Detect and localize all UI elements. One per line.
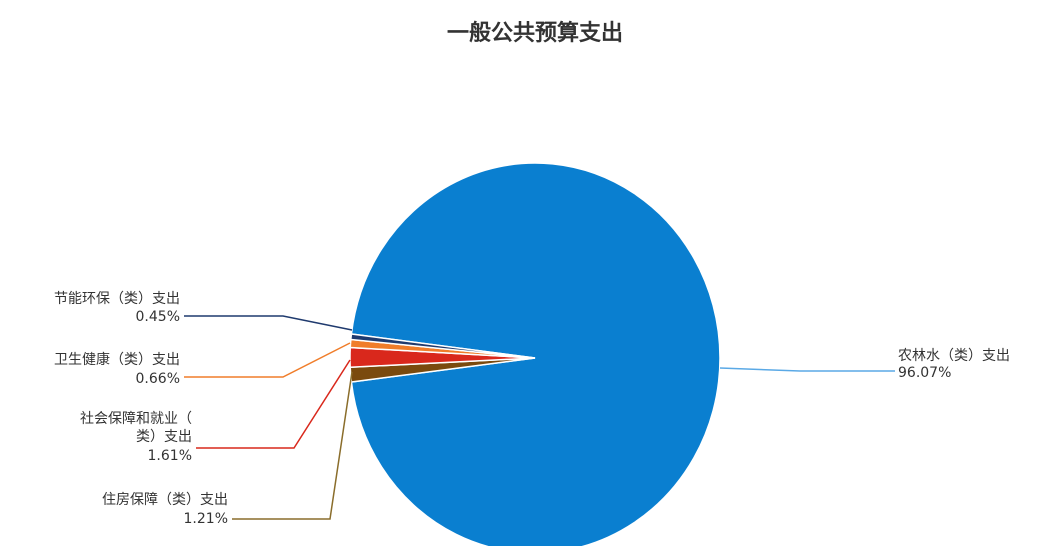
slice-label-shehuibaozhang-cont: 类）支出	[136, 429, 192, 445]
slice-value-nonglinshui: 96.07%	[898, 365, 951, 381]
slice-label-weishengjiankang: 卫生健康（类）支出	[54, 351, 180, 368]
leader-line-jienenghuanbao	[184, 315, 353, 331]
slice-label-zhufangbaozhang: 住房保障（类）支出	[102, 492, 228, 508]
leader-line-weishengjiankang	[184, 342, 351, 378]
leader-line-zhufangbaozhang	[232, 371, 353, 520]
pie-slice-jienenghuanbao[interactable]	[350, 333, 536, 359]
slice-value-zhufangbaozhang: 1.21%	[184, 511, 228, 527]
slice-label-shehuibaozhang: 社会保障和就业（	[80, 411, 192, 427]
leader-line-nonglinshui	[719, 367, 895, 372]
slice-label-nonglinshui: 农林水（类）支出	[898, 348, 1010, 364]
leader-line-shehuibaozhang	[196, 359, 351, 449]
chart-title: 一般公共预算支出	[447, 20, 623, 46]
slice-label-jienenghuanbao: 节能环保（类）支出	[54, 291, 180, 307]
slice-value-jienenghuanbao: 0.45%	[136, 309, 180, 325]
pie-slice-nonglinshui[interactable]	[350, 162, 721, 546]
slice-value-shehuibaozhang: 1.61%	[148, 448, 192, 464]
pie-slices	[349, 162, 721, 546]
slice-value-weishengjiankang: 0.66%	[136, 371, 180, 387]
leader-lines	[184, 315, 895, 520]
